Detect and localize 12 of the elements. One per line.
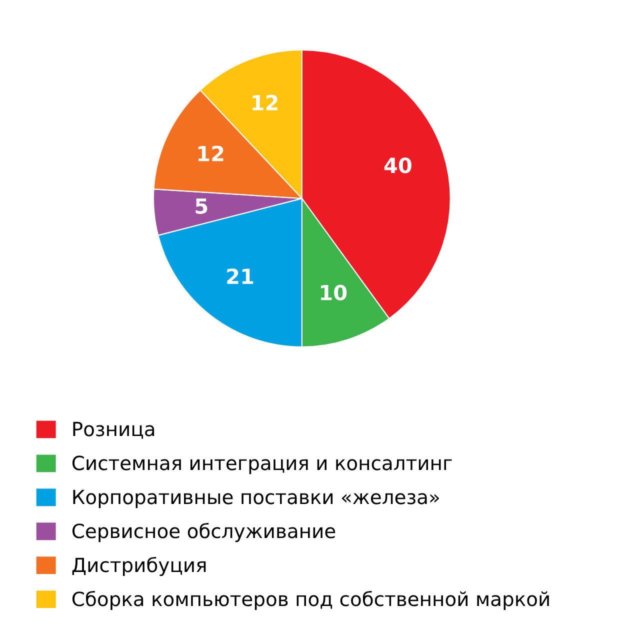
legend-label: Розница [73,422,154,439]
data-label: 40 [384,157,412,174]
legend-label: Системная интеграция и консалтинг [72,456,452,474]
legend-label: Дистрибуция [72,556,206,576]
data-label: 21 [227,268,254,284]
data-label: 12 [252,94,278,110]
data-label: 5 [196,198,208,214]
data-label: 10 [320,284,347,300]
legend-label: Корпоративные поставки «железа» [73,490,439,508]
legend-label: Сборка компьютеров под собственной маркой [72,590,549,610]
legend-label: Сервисное обслуживание [72,522,336,542]
data-label: 12 [198,146,224,162]
